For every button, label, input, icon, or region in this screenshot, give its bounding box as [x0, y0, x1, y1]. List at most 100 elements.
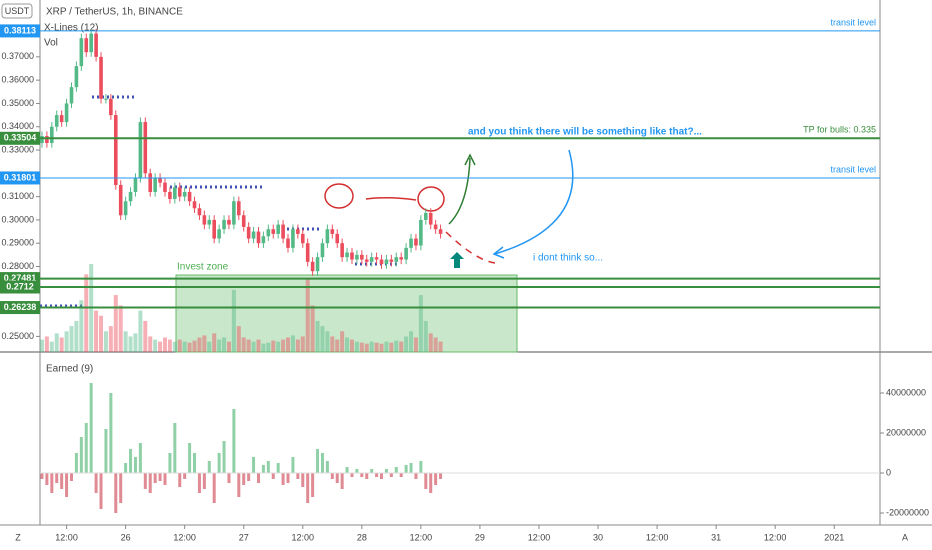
volume-bar [84, 274, 89, 352]
candle-body [360, 254, 364, 260]
up-arrow-icon [450, 252, 464, 268]
volume-bar [177, 339, 182, 352]
candle-body [320, 243, 325, 258]
candle-body [173, 187, 177, 199]
earned-bar [439, 473, 443, 479]
candle-body [271, 229, 276, 234]
earned-bar [109, 393, 113, 473]
candle-body [389, 259, 394, 262]
x-tick-label: 12:00 [410, 532, 433, 542]
volume-bar [310, 305, 315, 352]
candle-body [54, 115, 59, 127]
x-tick-label: 29 [475, 532, 485, 542]
volume-bar [399, 341, 404, 352]
volume-bar [108, 326, 113, 352]
volume-bar [409, 331, 414, 352]
volume-bar [123, 331, 128, 352]
earned-bar [168, 453, 172, 473]
volume-bar [394, 340, 399, 352]
candle-body [104, 98, 108, 100]
earned-bar [202, 473, 206, 489]
axis-button[interactable]: A [902, 532, 908, 542]
earned-bar [311, 473, 315, 497]
candle-body [138, 122, 143, 178]
candle-body [123, 201, 128, 216]
axis-button[interactable]: Z [15, 532, 21, 542]
candle-body [143, 122, 148, 174]
arrowhead [492, 246, 505, 259]
earned-bar [261, 465, 265, 473]
volume-bar [433, 337, 438, 352]
volume-bar [315, 320, 320, 352]
y-tick-label: 20000000 [886, 427, 926, 437]
earned-bar [296, 473, 300, 479]
volume-bar [281, 339, 286, 352]
candle-body [286, 238, 290, 248]
candle-body [355, 254, 359, 260]
volume-bar [59, 337, 64, 352]
x-tick-label: 27 [239, 532, 249, 542]
currency-box[interactable] [1, 3, 33, 19]
earned-bar [55, 473, 59, 483]
earned-bar [124, 463, 128, 473]
price-line-text: transit level [830, 17, 876, 27]
candle-body [197, 208, 202, 216]
earned-bar [69, 473, 73, 481]
candle-body [438, 229, 443, 234]
earned-bar [217, 453, 221, 473]
earned-bar [94, 473, 98, 493]
earned-bar [193, 453, 197, 473]
earned-bar [414, 473, 418, 479]
candle-body [276, 224, 280, 234]
price-label: 0.2712 [6, 281, 34, 291]
volume-bar [158, 341, 163, 352]
candle-body [246, 226, 251, 239]
earned-bar [419, 461, 423, 473]
volume-bar [256, 339, 261, 352]
volume-bar [79, 300, 84, 352]
candle-body [364, 259, 369, 262]
x-tick-label: 12:00 [528, 532, 551, 542]
annotation: Invest zone [177, 262, 229, 273]
earned-bar [148, 473, 152, 493]
earned-bar [434, 473, 438, 485]
x-tick-label: 12:00 [55, 532, 78, 542]
y-tick-label: 0.37000 [1, 51, 34, 61]
x-tick-label: 12:00 [646, 532, 669, 542]
earned-bar [375, 473, 379, 477]
x-tick-label: 2021 [824, 532, 844, 542]
price-label-box [0, 131, 40, 145]
volume-bar [438, 341, 443, 352]
earned-bar [143, 473, 147, 489]
earned-bar [271, 473, 275, 479]
candle-body [237, 201, 241, 216]
line-drawing [365, 196, 417, 201]
price-label-box [0, 301, 40, 315]
volume-bar [300, 336, 305, 352]
earned-bar [227, 473, 231, 483]
candle-body [305, 243, 310, 262]
volume-bar [138, 310, 143, 352]
volume-bar [305, 279, 310, 352]
volume-bar [418, 295, 423, 352]
candle-body [118, 184, 123, 216]
earned-bar [45, 473, 49, 485]
x-tick-label: 12:00 [173, 532, 196, 542]
x-tick-label: 28 [357, 532, 367, 542]
candle-body [79, 38, 84, 67]
circle-drawing [324, 183, 354, 209]
arrow-drawing [448, 157, 471, 225]
volume-bar [118, 305, 123, 352]
volume-bar [345, 337, 350, 352]
candle-body [148, 173, 153, 192]
earned-bar [104, 429, 108, 473]
volume-bar [64, 331, 69, 352]
annotation: and you think there will be something li… [468, 127, 702, 138]
indicator-label: Vol [44, 38, 58, 49]
candle-body [232, 201, 236, 225]
earned-bar [247, 473, 251, 481]
volume-bar [202, 335, 207, 352]
earned-bar [60, 473, 64, 489]
candle-body [315, 257, 320, 272]
